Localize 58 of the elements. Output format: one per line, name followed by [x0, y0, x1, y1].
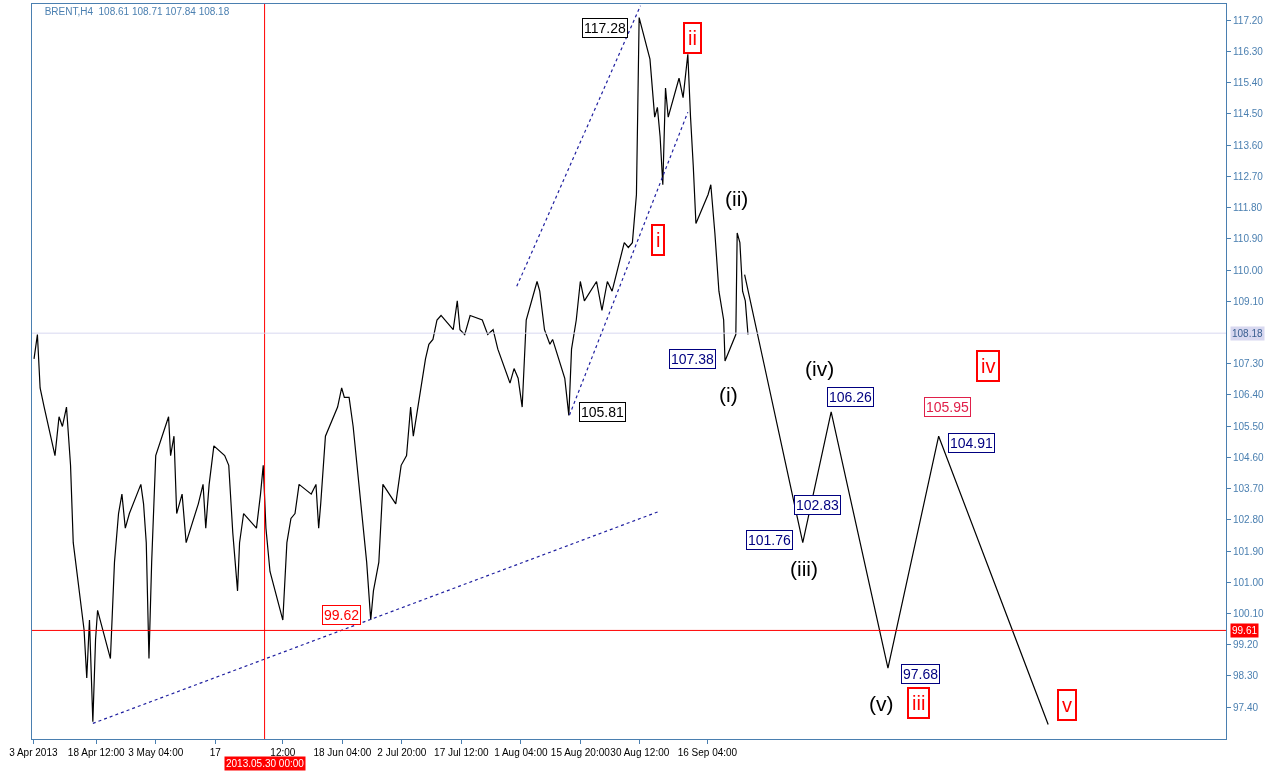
- x-tick-label: 12:00: [270, 747, 296, 758]
- annotation: 97.68: [903, 666, 939, 682]
- annotation: 106.26: [829, 389, 873, 405]
- y-tick-label: 110.00: [1233, 264, 1264, 276]
- y-tick-label: 100.10: [1233, 607, 1265, 619]
- annotation: (i): [719, 383, 738, 406]
- y-tick-label: 97.40: [1233, 701, 1259, 713]
- x-tick-label: 3 Apr 2013: [9, 747, 58, 758]
- x-tick-label: 17 Jul 12:00: [434, 747, 490, 758]
- y-tick-label: 101.90: [1233, 545, 1265, 557]
- annotation: (iv): [805, 357, 835, 380]
- annotation: 107.38: [671, 351, 715, 367]
- annotation: 105.81: [581, 404, 625, 420]
- annotation: 102.83: [796, 497, 840, 513]
- x-tick-label: 18 Jun 04:00: [313, 747, 372, 758]
- ref-line-label: 99.61: [1232, 625, 1258, 636]
- y-tick-label: 107.30: [1233, 358, 1265, 370]
- annotation: (ii): [725, 187, 749, 210]
- y-tick-label: 104.60: [1233, 451, 1265, 463]
- chart-title: BRENT,H4 108.61 108.71 107.84 108.18: [44, 5, 230, 17]
- annotation: v: [1062, 694, 1072, 716]
- y-tick-label: 105.50: [1233, 420, 1265, 432]
- ref-line-label: 108.18: [1232, 328, 1264, 339]
- y-tick-label: 112.70: [1233, 170, 1264, 182]
- annotation: 105.95: [926, 399, 970, 415]
- x-tick-label: 1 Aug 04:00: [494, 747, 548, 758]
- annotation: ii: [688, 27, 697, 49]
- y-tick-label: 103.70: [1233, 483, 1265, 495]
- annotation: 104.91: [950, 435, 994, 451]
- annotation: 101.76: [748, 532, 792, 548]
- y-tick-label: 110.90: [1233, 233, 1264, 245]
- y-tick-label: 115.40: [1233, 77, 1264, 89]
- annotation: (iii): [790, 557, 818, 580]
- y-tick-label: 98.30: [1233, 670, 1259, 682]
- x-tick-label: 15 Aug 20:00: [550, 747, 611, 758]
- y-tick-label: 113.60: [1233, 139, 1264, 151]
- annotation: 117.28: [584, 20, 626, 36]
- x-tick-label: 16 Sep 04:00: [677, 747, 738, 758]
- x-tick-label: 2 Jul 20:00: [377, 747, 427, 758]
- x-tick-label: 18 Apr 12:00: [67, 747, 126, 758]
- annotation: i: [656, 229, 661, 251]
- annotation: iv: [981, 355, 996, 377]
- y-tick-label: 102.80: [1233, 514, 1265, 526]
- x-tick-label: 17: [209, 747, 222, 758]
- y-tick-label: 111.80: [1233, 202, 1263, 214]
- x-tick-label: 3 May 04:00: [128, 747, 184, 758]
- annotation: iii: [912, 692, 926, 714]
- y-tick-label: 116.30: [1233, 46, 1264, 58]
- ref-line-label: 2013.05.30 00:00: [226, 758, 305, 769]
- y-tick-label: 109.10: [1233, 295, 1265, 307]
- y-tick-label: 114.50: [1233, 108, 1264, 120]
- y-tick-label: 106.40: [1233, 389, 1265, 401]
- annotation: (v): [869, 692, 894, 715]
- annotation: 99.62: [324, 607, 360, 623]
- y-tick-label: 101.00: [1233, 576, 1265, 588]
- x-tick-label: 30 Aug 12:00: [610, 747, 670, 758]
- y-tick-label: 117.20: [1233, 14, 1264, 26]
- y-tick-label: 99.20: [1233, 639, 1259, 651]
